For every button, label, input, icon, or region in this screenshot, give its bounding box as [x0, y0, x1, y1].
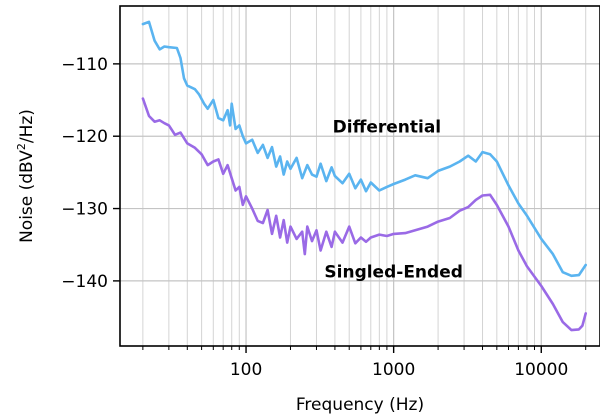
- y-axis-label-main: Noise (dBV: [17, 150, 37, 243]
- major-gridlines: [120, 6, 600, 346]
- series-line-differential: [141, 20, 587, 278]
- x-tick-label: 10000: [514, 360, 568, 380]
- x-axis-label: Frequency (Hz): [296, 395, 424, 415]
- annotations: Differential Singled-Ended: [324, 118, 463, 283]
- y-tick-label: −130: [61, 200, 108, 220]
- axis-ticks: 100 1000 10000 −110 −120 −130 −140: [61, 55, 587, 380]
- y-axis-label-unit: /Hz): [17, 109, 37, 143]
- x-tick-label: 100: [230, 360, 262, 380]
- series-annotation: Singled-Ended: [324, 262, 463, 282]
- x-tick-label: 1000: [372, 360, 415, 380]
- y-axis-label-superscript: 2: [15, 143, 28, 150]
- plot-frame: [119, 5, 600, 347]
- minor-gridlines: [142, 6, 587, 346]
- series-layer: [141, 20, 587, 332]
- y-axis-label: Noise (dBV2/Hz): [15, 109, 37, 243]
- series-line-single-ended: [141, 97, 587, 332]
- y-tick-label: −110: [61, 55, 108, 75]
- series-annotation: Differential: [333, 118, 442, 138]
- y-tick-label: −140: [61, 272, 108, 292]
- y-tick-label: −120: [61, 127, 108, 147]
